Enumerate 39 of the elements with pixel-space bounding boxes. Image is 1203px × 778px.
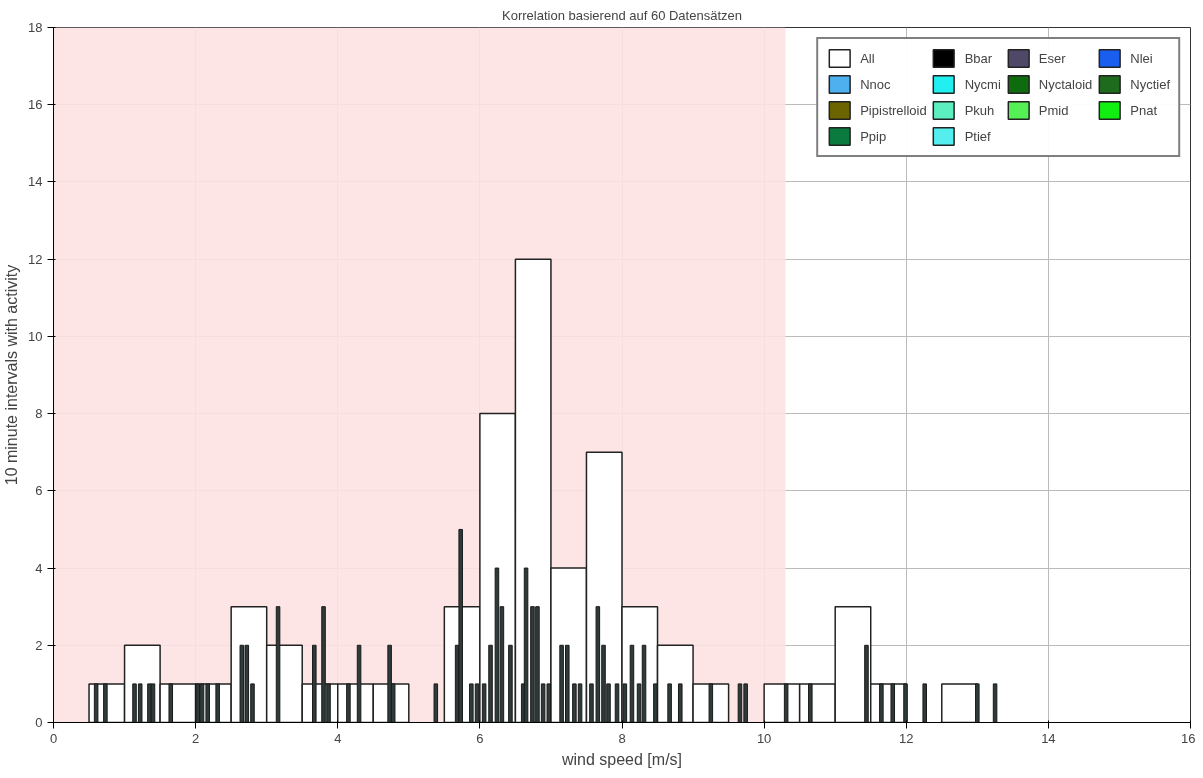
legend-label: Nyctaloid [1038,76,1093,92]
legend-label: Eser [1038,50,1066,66]
y-tick-label: 4 [35,560,43,576]
legend-label: Nyctief [1130,76,1170,92]
y-tick-label: 14 [28,174,43,190]
legend-label: Pnat [1130,102,1158,118]
x-tick-label: 6 [476,730,484,746]
y-tick-label: 10 [28,328,43,344]
y-tick-label: 2 [35,637,43,653]
x-tick-label: 14 [1041,730,1056,746]
legend-label: Pkuh [964,102,995,118]
legend-label: Pipistrelloid [860,102,927,118]
y-tick-label: 0 [35,715,43,730]
x-tick-label: 16 [1181,730,1196,746]
y-tick-label: 6 [35,483,43,499]
y-axis-title: 10 minute intervals with activity [3,264,21,486]
legend-label: Nnoc [860,76,891,92]
y-tick-label: 18 [28,20,43,35]
y-tick-label: 12 [28,251,43,267]
legend-label: Nlei [1130,50,1153,66]
y-tick-label: 8 [35,406,43,422]
x-tick-label: 12 [899,730,914,746]
legend-label: Ppip [860,128,887,144]
x-tick-label: 4 [334,730,342,746]
x-tick-label: 2 [192,730,200,746]
legend-label: Nycmi [964,76,1001,92]
y-tick-label: 16 [28,97,43,113]
legend-label: Bbar [964,50,993,66]
x-tick-label: 8 [618,730,626,746]
bar [992,683,998,723]
legend-label: Ptief [964,128,991,144]
x-tick-label: 10 [756,730,772,746]
legend-label: Pmid [1038,102,1069,118]
x-axis-title: wind speed [m/s] [560,750,683,768]
bar [433,683,439,723]
legend-label: All [860,50,876,66]
x-tick-label: 0 [49,730,58,746]
bar [922,683,927,723]
chart-title: Korrelation basierend auf 60 Datensätzen [502,7,742,23]
